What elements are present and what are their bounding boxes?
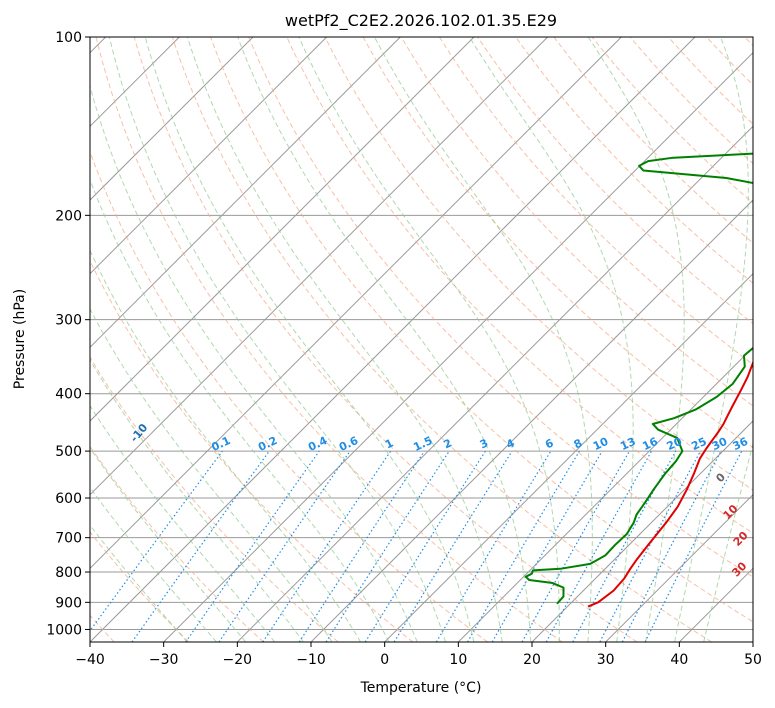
- dry-adiabat-line: [439, 37, 753, 366]
- x-tick-label: −10: [296, 652, 326, 668]
- moist-adiabat-line: [108, 37, 447, 642]
- moist-adiabat-line: [237, 37, 532, 642]
- isotherm-line: [90, 37, 401, 349]
- mixing-ratio-line: [644, 450, 743, 642]
- y-axis-title: Pressure (hPa): [12, 289, 28, 389]
- y-tick-label: 400: [55, 387, 82, 403]
- y-tick-label: 200: [55, 208, 82, 224]
- isotherm-line: [163, 51, 753, 642]
- mixing-ratio-line: [262, 450, 392, 642]
- x-tick-label: 0: [380, 652, 389, 668]
- mixing-ratio-line: [572, 450, 677, 642]
- dry-adiabat-line: [515, 37, 753, 284]
- x-tick-label: 10: [449, 652, 467, 668]
- isotherm-line: [236, 125, 753, 642]
- y-tick-label: 600: [55, 491, 82, 507]
- mixing-ratio-label: 25: [689, 435, 708, 453]
- mixing-ratio-label: 36: [731, 435, 751, 453]
- isotherm-line: [384, 272, 753, 642]
- x-tick-label: −30: [149, 652, 179, 668]
- moist-adiabat-line: [90, 359, 304, 642]
- dry-adiabat-line: [133, 37, 638, 642]
- isotherm-line: [90, 37, 254, 201]
- y-tick-label: 700: [55, 531, 82, 547]
- moist-adiabat-line: [90, 308, 333, 642]
- isotherm-line: [90, 37, 475, 422]
- x-tick-label: 40: [670, 652, 688, 668]
- y-tick-label: 100: [55, 30, 82, 46]
- x-axis-title: Temperature (°C): [360, 680, 482, 696]
- dry-adiabat-line: [210, 37, 753, 623]
- moist-adiabat-line: [90, 447, 247, 642]
- mixing-ratio-label: 30: [710, 435, 730, 453]
- isotherm-line: [90, 37, 549, 496]
- temperature-profile-line: [587, 360, 753, 608]
- moist-adiabat-line: [374, 37, 593, 642]
- mixing-ratio-label: 13: [618, 435, 637, 453]
- dry-adiabat-line: [400, 37, 753, 407]
- moist-adiabat-line: [298, 37, 560, 642]
- moist-adiabat-line: [90, 524, 188, 642]
- isotherm-line: [457, 346, 753, 642]
- x-tick-label: 50: [744, 652, 762, 668]
- chart-title: wetPf2_C2E2.2026.102.01.35.E29: [285, 11, 557, 31]
- moist-adiabat-line: [587, 37, 685, 642]
- mixing-ratio-line: [90, 450, 223, 632]
- background-lines: [90, 37, 753, 642]
- moist-adiabat-line: [90, 178, 390, 642]
- dry-adiabat-line: [90, 445, 264, 642]
- isotherm-line: [90, 37, 328, 275]
- axes: −40 −30 −20 −10 0 10 20 30 40 50 100 200 300 400 500 60…: [46, 30, 762, 668]
- mixing-ratio-line: [521, 450, 631, 642]
- x-tick-label: −40: [75, 652, 105, 668]
- moist-adiabat-line: [186, 37, 503, 642]
- dry-adiabat-line: [90, 150, 488, 642]
- mixing-ratio-line: [218, 450, 351, 642]
- mixing-ratio-line: [325, 450, 450, 642]
- dry-adiabat-line: [171, 37, 712, 642]
- y-tick-label: 300: [55, 313, 82, 329]
- dry-adiabat-line: [248, 37, 753, 578]
- plot-background: [90, 37, 753, 642]
- isotherm-line: [605, 493, 753, 642]
- y-tick-label: 1000: [46, 622, 82, 638]
- y-tick-label: 800: [55, 565, 82, 581]
- y-tick-label: 500: [55, 444, 82, 460]
- moist-adiabat-line: [90, 84, 418, 642]
- dry-adiabat-line: [90, 356, 339, 642]
- mixing-ratio-label: 20: [665, 435, 685, 453]
- moist-adiabat-line: [703, 441, 753, 642]
- dry-adiabat-line: [324, 37, 753, 491]
- plot-frame: [89, 36, 754, 643]
- profile-lines: [524, 152, 753, 608]
- mixing-ratio-line: [298, 450, 425, 642]
- dewpoint-profile-line: [524, 152, 753, 605]
- moist-adiabat-line: [674, 37, 749, 642]
- moist-adiabat-line: [90, 249, 361, 642]
- x-tick-label: −20: [223, 652, 253, 668]
- mixing-ratio-line: [185, 450, 320, 642]
- dry-adiabat-line: [95, 37, 563, 642]
- mixing-ratio-label: 16: [640, 435, 660, 453]
- y-tick-label: 900: [55, 595, 82, 611]
- isotherm-line: [531, 420, 753, 642]
- x-tick-label: 20: [523, 652, 541, 668]
- moist-adiabat-line: [90, 486, 217, 642]
- mixing-ratio-line: [393, 450, 513, 642]
- moist-adiabat-line: [90, 404, 276, 642]
- mixing-ratio-line: [131, 450, 270, 642]
- mixing-ratio-label: 10: [591, 435, 611, 453]
- isotherm-line: [90, 37, 622, 570]
- x-tick-label: 30: [597, 652, 615, 668]
- moist-adiabat-line: [144, 37, 475, 642]
- dry-adiabat-line: [90, 531, 190, 642]
